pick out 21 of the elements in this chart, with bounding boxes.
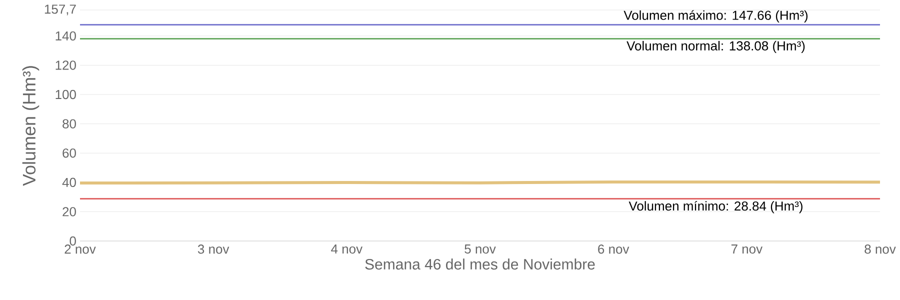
y-tick-label: 20 [62, 207, 76, 216]
y-tick-label: 60 [62, 148, 76, 158]
x-axis-title: Semana 46 del mes de Noviembre [365, 258, 595, 270]
ref-line-label: Volumen mínimo: 28.84 (Hm³) [628, 200, 802, 214]
y-axis-title: Volumen (Hm³) [22, 66, 40, 186]
y-tick-label: 157,7 [44, 4, 76, 16]
ref-line-label: Volumen máximo: 147.66 (Hm³) [624, 10, 808, 22]
x-tick-label: 4 nov [331, 244, 363, 254]
y-tick-label: 40 [62, 178, 76, 188]
x-tick-label: 7 nov [731, 244, 763, 254]
x-tick-label: 2 nov [64, 244, 96, 254]
x-tick-label: 8 nov [864, 244, 896, 254]
y-tick-label: 140 [56, 31, 76, 41]
ref-line-label: Volumen normal: 138.08 (Hm³) [626, 40, 805, 54]
x-tick-label: 6 nov [598, 244, 630, 254]
y-tick-label: 100 [56, 90, 76, 100]
x-tick-label: 5 nov [464, 244, 496, 254]
x-tick-label: 3 nov [198, 244, 230, 254]
y-tick-label: 0 [70, 236, 76, 246]
y-tick-label: 120 [56, 60, 76, 70]
y-tick-label: 80 [62, 119, 76, 128]
